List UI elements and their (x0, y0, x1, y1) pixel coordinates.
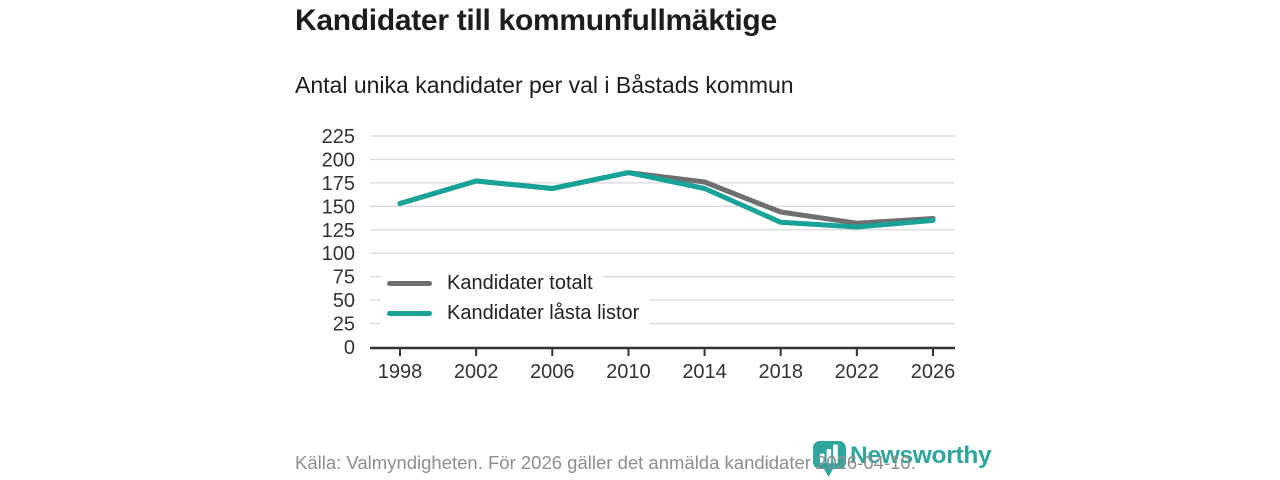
svg-text:2022: 2022 (835, 361, 880, 383)
legend-swatch-lasta-listor (387, 310, 432, 316)
svg-text:75: 75 (333, 267, 355, 289)
brand-wordmark: Newsworthy (850, 441, 992, 469)
legend-label-totalt: Kandidater totalt (447, 271, 593, 294)
svg-text:2018: 2018 (758, 361, 803, 383)
x-axis-labels: 1998 2002 2006 2010 2014 2018 2022 2026 (378, 361, 956, 383)
legend-item-lasta-listor: Kandidater låsta listor (381, 298, 650, 328)
bar-chart-pin-icon (813, 441, 846, 477)
svg-text:2026: 2026 (911, 361, 956, 383)
chart-legend: Kandidater totalt Kandidater låsta listo… (381, 268, 650, 328)
svg-text:25: 25 (333, 314, 355, 336)
svg-text:100: 100 (322, 243, 355, 265)
svg-text:2006: 2006 (530, 361, 575, 383)
legend-label-lasta-listor: Kandidater låsta listor (447, 301, 640, 324)
svg-text:2010: 2010 (606, 361, 651, 383)
source-note: Källa: Valmyndigheten. För 2026 gäller d… (295, 452, 916, 473)
page-title: Kandidater till kommunfullmäktige (295, 4, 777, 37)
svg-text:0: 0 (344, 337, 355, 359)
svg-text:125: 125 (322, 220, 355, 242)
x-axis-ticks (399, 349, 934, 356)
chart-subtitle: Antal unika kandidater per val i Båstads… (295, 72, 794, 98)
svg-text:50: 50 (333, 290, 355, 312)
svg-text:225: 225 (322, 126, 355, 148)
svg-text:2002: 2002 (454, 361, 499, 383)
svg-text:2014: 2014 (682, 361, 727, 383)
svg-text:175: 175 (322, 173, 355, 195)
svg-text:1998: 1998 (378, 361, 423, 383)
legend-swatch-totalt (387, 280, 432, 286)
legend-item-totalt: Kandidater totalt (381, 268, 603, 298)
brand-logo: Newsworthy (812, 439, 992, 478)
svg-text:200: 200 (322, 149, 355, 171)
svg-text:150: 150 (322, 196, 355, 218)
series-line-1 (397, 170, 936, 230)
